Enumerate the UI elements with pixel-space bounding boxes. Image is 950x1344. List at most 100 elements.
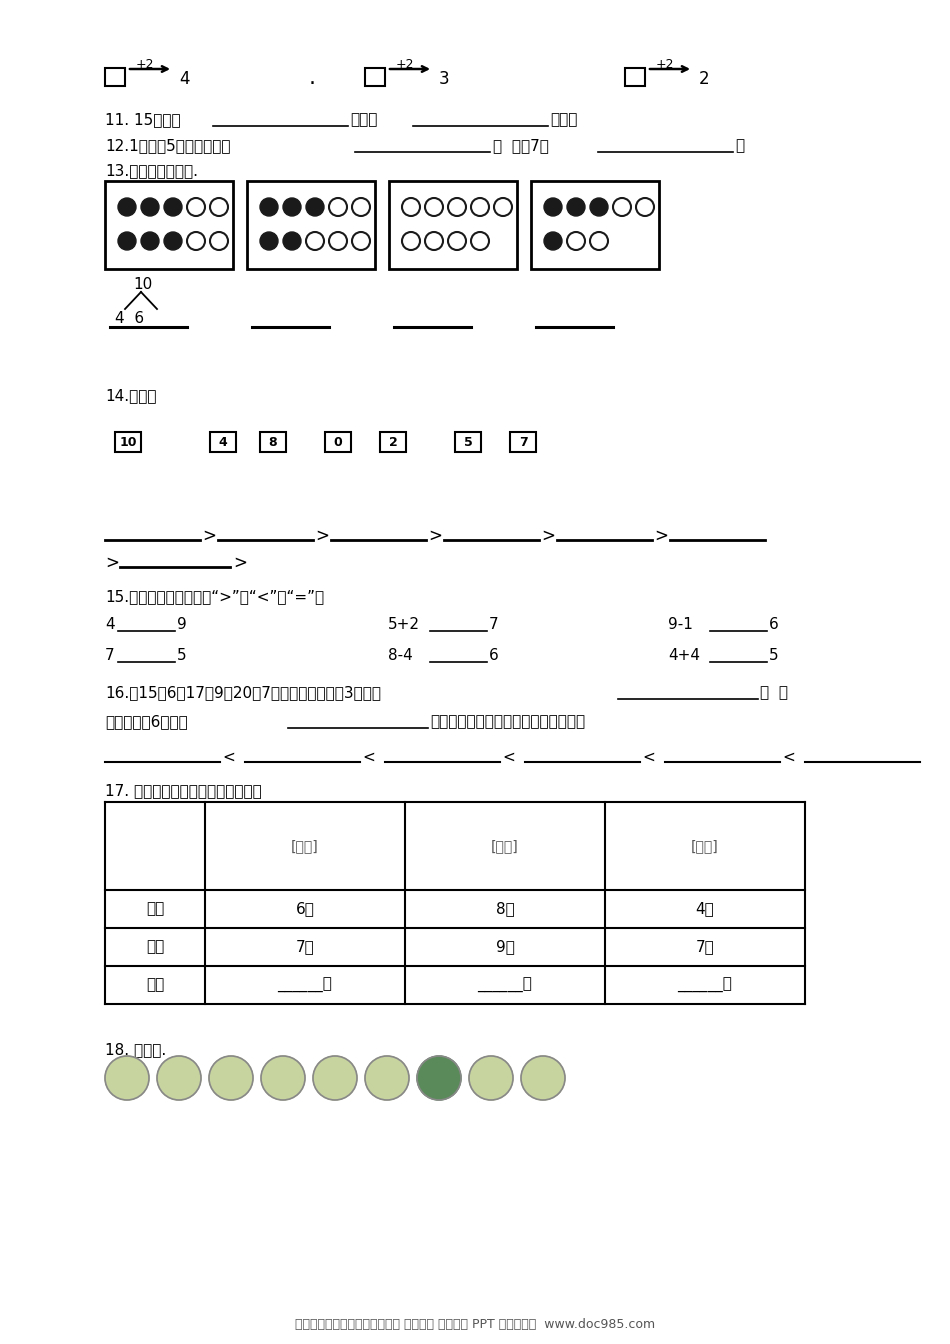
Text: 5: 5 <box>177 648 186 663</box>
Bar <box>510 431 536 452</box>
Text: 5+2: 5+2 <box>388 617 420 632</box>
Text: ，  它比7多: ， 它比7多 <box>493 138 549 153</box>
Text: 4  6: 4 6 <box>115 310 144 327</box>
Text: 4: 4 <box>105 617 115 632</box>
Bar <box>380 431 406 452</box>
Circle shape <box>260 233 278 250</box>
Text: 7: 7 <box>519 435 527 449</box>
Text: 9-1: 9-1 <box>668 617 693 632</box>
Circle shape <box>544 198 562 216</box>
Text: 15.在下面的横线上填上“>”、“<”或“=”。: 15.在下面的横线上填上“>”、“<”或“=”。 <box>105 589 324 603</box>
Text: 5: 5 <box>769 648 779 663</box>
Circle shape <box>261 1056 305 1099</box>
Text: 。: 。 <box>735 138 744 153</box>
Circle shape <box>469 1056 513 1099</box>
Text: >: > <box>541 527 555 546</box>
Circle shape <box>157 1056 201 1099</box>
Text: [花盆]: [花盆] <box>291 839 319 853</box>
Text: 8: 8 <box>269 435 277 449</box>
Circle shape <box>105 1056 149 1099</box>
Circle shape <box>260 198 278 216</box>
Text: 4: 4 <box>179 70 189 87</box>
Circle shape <box>567 198 585 216</box>
Text: 12.1个十和5个一合起来是: 12.1个十和5个一合起来是 <box>105 138 231 153</box>
Text: +2: +2 <box>136 58 154 71</box>
Text: >: > <box>233 554 247 573</box>
Text: 云云: 云云 <box>146 902 164 917</box>
Text: 7: 7 <box>489 617 499 632</box>
Text: 6: 6 <box>489 648 499 663</box>
Text: 0: 0 <box>333 435 342 449</box>
Circle shape <box>306 198 324 216</box>
Text: 6盆: 6盆 <box>295 902 314 917</box>
Text: >: > <box>654 527 668 546</box>
Text: 4+4: 4+4 <box>668 648 700 663</box>
Text: 4块: 4块 <box>695 902 714 917</box>
Circle shape <box>141 233 159 250</box>
Bar <box>625 69 645 86</box>
Circle shape <box>544 233 562 250</box>
Bar <box>105 181 233 269</box>
Text: <: < <box>362 750 374 765</box>
Text: 。把这些数按从小到大的顺序排一排。: 。把这些数按从小到大的顺序排一排。 <box>430 714 585 728</box>
Bar <box>365 69 385 86</box>
Text: 13.照样子，写一写.: 13.照样子，写一写. <box>105 163 198 177</box>
Text: 一共: 一共 <box>146 977 164 992</box>
Circle shape <box>521 1056 565 1099</box>
Circle shape <box>118 233 136 250</box>
Text: 11. 15里面有: 11. 15里面有 <box>105 112 180 126</box>
Bar <box>455 431 481 452</box>
Text: 8-4: 8-4 <box>388 648 412 663</box>
Circle shape <box>141 198 159 216</box>
Text: 18. 填一填.: 18. 填一填. <box>105 1042 166 1056</box>
Text: 9: 9 <box>177 617 187 632</box>
Text: 7: 7 <box>105 648 115 663</box>
Text: <: < <box>782 750 795 765</box>
Text: 16.在15，6，17，9，20，7中，从左往右数第3个数是: 16.在15，6，17，9，20，7中，从左往右数第3个数是 <box>105 685 381 700</box>
Circle shape <box>417 1056 461 1099</box>
Circle shape <box>164 198 182 216</box>
Circle shape <box>590 198 608 216</box>
Circle shape <box>283 233 301 250</box>
Text: ______盆: ______盆 <box>277 977 332 992</box>
Text: 7盆: 7盆 <box>295 939 314 954</box>
Text: 3: 3 <box>439 70 449 87</box>
Circle shape <box>118 198 136 216</box>
Text: ______块: ______块 <box>677 977 732 992</box>
Text: 10: 10 <box>120 435 137 449</box>
Circle shape <box>283 198 301 216</box>
Bar <box>210 431 236 452</box>
Text: >: > <box>428 527 442 546</box>
Bar <box>325 431 351 452</box>
Text: 右往左数，6排在第: 右往左数，6排在第 <box>105 714 188 728</box>
Text: >: > <box>105 554 119 573</box>
Text: ______颗: ______颗 <box>478 977 532 992</box>
Text: 4: 4 <box>218 435 227 449</box>
Text: [项链]: [项链] <box>491 839 519 853</box>
Circle shape <box>365 1056 409 1099</box>
Bar <box>260 431 286 452</box>
Bar <box>247 181 375 269</box>
Bar <box>389 181 517 269</box>
Text: <: < <box>642 750 655 765</box>
Text: 9颗: 9颗 <box>496 939 515 954</box>
Circle shape <box>209 1056 253 1099</box>
Bar <box>531 181 659 269</box>
Text: 10: 10 <box>133 277 152 292</box>
Text: 冬冬: 冬冬 <box>146 939 164 954</box>
Text: 小学、初中、高中各种试卷真题 知识归纳 文案合同 PPT 等免费下载  www.doc985.com: 小学、初中、高中各种试卷真题 知识归纳 文案合同 PPT 等免费下载 www.d… <box>294 1318 656 1331</box>
Text: [积木]: [积木] <box>692 839 719 853</box>
Bar <box>115 431 141 452</box>
Text: 17. 把计算结果从左到右填入表格中: 17. 把计算结果从左到右填入表格中 <box>105 784 262 798</box>
Circle shape <box>164 233 182 250</box>
Text: 个十。: 个十。 <box>550 112 578 126</box>
Text: <: < <box>222 750 235 765</box>
Text: 6: 6 <box>769 617 779 632</box>
Text: <: < <box>502 750 515 765</box>
Text: >: > <box>202 527 216 546</box>
Text: +2: +2 <box>656 58 674 71</box>
Bar <box>105 69 125 86</box>
Text: ，  从: ， 从 <box>760 685 788 700</box>
Text: 2: 2 <box>389 435 397 449</box>
Text: 7块: 7块 <box>695 939 714 954</box>
